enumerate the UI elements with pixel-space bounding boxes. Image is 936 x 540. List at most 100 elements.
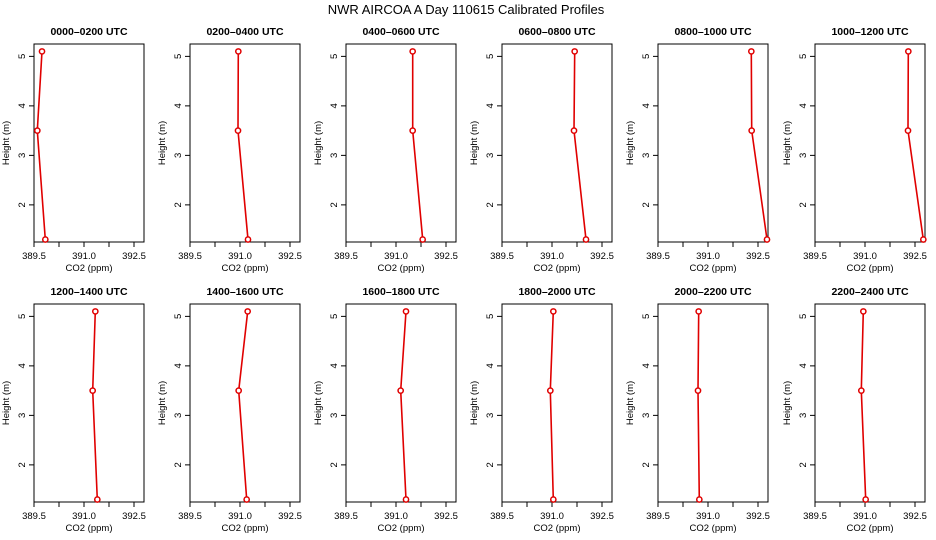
data-point bbox=[904, 48, 912, 55]
plot-frame bbox=[345, 303, 457, 503]
data-point bbox=[571, 48, 579, 55]
y-tick-label: 5 bbox=[173, 54, 184, 59]
x-axis-label: CO2 (ppm) bbox=[847, 263, 894, 274]
y-tick-label: 4 bbox=[329, 103, 340, 108]
x-tick-label: 391.0 bbox=[696, 511, 720, 522]
data-point bbox=[91, 308, 99, 315]
chart-panel: 0000–0200 UTC 389.5 391.0 392.5 CO2 (ppm) 2 3 4… bbox=[1, 26, 146, 274]
data-point bbox=[549, 496, 557, 503]
data-point bbox=[234, 48, 242, 55]
plot-frame bbox=[33, 43, 145, 243]
chart-panel: 0800–1000 UTC 389.5 391.0 392.5 CO2 (ppm) 2 3 4… bbox=[625, 26, 771, 274]
chart-panel: 1000–1200 UTC 389.5 391.0 392.5 CO2 (ppm) 2 3 4… bbox=[782, 26, 927, 274]
x-tick-label: 389.5 bbox=[22, 251, 46, 262]
data-point bbox=[33, 127, 41, 134]
profile-line bbox=[36, 51, 47, 240]
data-point bbox=[862, 496, 870, 503]
y-tick-label: 4 bbox=[485, 103, 496, 108]
data-point bbox=[570, 127, 578, 134]
chart-panel: 1800–2000 UTC 389.5 391.0 392.5 CO2 (ppm) 2 3 4… bbox=[469, 286, 614, 534]
panel-title: 2000–2200 UTC bbox=[674, 286, 751, 298]
panel-title: 2200–2400 UTC bbox=[831, 286, 908, 298]
y-axis-label: Height (m) bbox=[625, 381, 636, 425]
plot-frame bbox=[657, 303, 769, 503]
profile-line bbox=[237, 51, 249, 240]
x-tick-label: 391.0 bbox=[228, 511, 252, 522]
data-point bbox=[244, 236, 252, 243]
y-tick-label: 5 bbox=[641, 54, 652, 59]
profile-line bbox=[907, 51, 925, 240]
panel-title: 0000–0200 UTC bbox=[50, 26, 127, 38]
y-tick-label: 5 bbox=[485, 314, 496, 319]
data-point bbox=[549, 308, 557, 315]
y-tick-label: 3 bbox=[798, 413, 809, 418]
chart-panel: 1200–1400 UTC 389.5 391.0 392.5 CO2 (ppm) 2 3 4… bbox=[1, 286, 146, 534]
y-tick-label: 4 bbox=[17, 363, 28, 368]
y-axis-label: Height (m) bbox=[469, 381, 480, 425]
y-axis-label: Height (m) bbox=[625, 121, 636, 165]
data-point bbox=[235, 387, 243, 394]
y-tick-label: 3 bbox=[173, 153, 184, 158]
chart-panel: 0200–0400 UTC 389.5 391.0 392.5 CO2 (ppm) 2 3 4… bbox=[157, 26, 302, 274]
figure-title: NWR AIRCOA A Day 110615 Calibrated Profi… bbox=[328, 2, 605, 17]
y-tick-label: 2 bbox=[641, 462, 652, 467]
x-axis-label: CO2 (ppm) bbox=[534, 523, 581, 534]
y-tick-label: 2 bbox=[798, 462, 809, 467]
chart-panel: 1600–1800 UTC 389.5 391.0 392.5 CO2 (ppm) 2 3 4… bbox=[313, 286, 458, 534]
x-axis-label: CO2 (ppm) bbox=[690, 263, 737, 274]
data-point bbox=[419, 236, 427, 243]
plot-frame bbox=[189, 43, 301, 243]
profile-line bbox=[91, 311, 99, 500]
y-axis-label: Height (m) bbox=[157, 381, 168, 425]
y-tick-label: 2 bbox=[17, 462, 28, 467]
y-tick-label: 2 bbox=[485, 202, 496, 207]
plot-frame bbox=[501, 303, 613, 503]
plot-frame bbox=[33, 303, 145, 503]
x-tick-label: 391.0 bbox=[384, 511, 408, 522]
plot-frame bbox=[657, 43, 769, 243]
data-point bbox=[234, 127, 242, 134]
x-axis-label: CO2 (ppm) bbox=[378, 523, 425, 534]
chart-panel: 0600–0800 UTC 389.5 391.0 392.5 CO2 (ppm) 2 3 4… bbox=[469, 26, 614, 274]
y-tick-label: 3 bbox=[173, 413, 184, 418]
y-axis-label: Height (m) bbox=[782, 381, 793, 425]
y-tick-label: 5 bbox=[173, 314, 184, 319]
x-axis-label: CO2 (ppm) bbox=[66, 523, 113, 534]
data-point bbox=[857, 387, 865, 394]
x-axis-label: CO2 (ppm) bbox=[222, 523, 269, 534]
x-axis-label: CO2 (ppm) bbox=[222, 263, 269, 274]
profile-line bbox=[237, 311, 249, 500]
y-tick-label: 2 bbox=[641, 202, 652, 207]
y-tick-label: 4 bbox=[17, 103, 28, 108]
y-tick-label: 2 bbox=[329, 202, 340, 207]
data-point bbox=[582, 236, 590, 243]
panel-title: 0400–0600 UTC bbox=[362, 26, 439, 38]
data-point bbox=[859, 308, 867, 315]
x-tick-label: 389.5 bbox=[490, 251, 514, 262]
x-axis-label: CO2 (ppm) bbox=[378, 263, 425, 274]
y-axis-label: Height (m) bbox=[1, 381, 12, 425]
x-tick-label: 389.5 bbox=[334, 251, 358, 262]
x-tick-label: 392.5 bbox=[903, 511, 927, 522]
data-point bbox=[904, 127, 912, 134]
profile-line bbox=[860, 311, 867, 500]
y-tick-label: 4 bbox=[798, 103, 809, 108]
profile-line bbox=[697, 311, 701, 500]
data-point bbox=[93, 496, 101, 503]
y-tick-label: 4 bbox=[173, 363, 184, 368]
y-tick-label: 5 bbox=[329, 54, 340, 59]
y-axis-label: Height (m) bbox=[782, 121, 793, 165]
y-tick-label: 3 bbox=[641, 413, 652, 418]
panel-title: 1000–1200 UTC bbox=[831, 26, 908, 38]
panel-title: 1400–1600 UTC bbox=[206, 286, 283, 298]
y-tick-label: 3 bbox=[485, 153, 496, 158]
x-tick-label: 392.5 bbox=[590, 251, 614, 262]
y-tick-label: 3 bbox=[798, 153, 809, 158]
data-point bbox=[397, 387, 405, 394]
y-axis-label: Height (m) bbox=[313, 381, 324, 425]
y-tick-label: 3 bbox=[17, 153, 28, 158]
x-tick-label: 391.0 bbox=[72, 251, 96, 262]
data-point bbox=[695, 308, 703, 315]
x-tick-label: 389.5 bbox=[803, 511, 827, 522]
x-tick-label: 392.5 bbox=[278, 251, 302, 262]
